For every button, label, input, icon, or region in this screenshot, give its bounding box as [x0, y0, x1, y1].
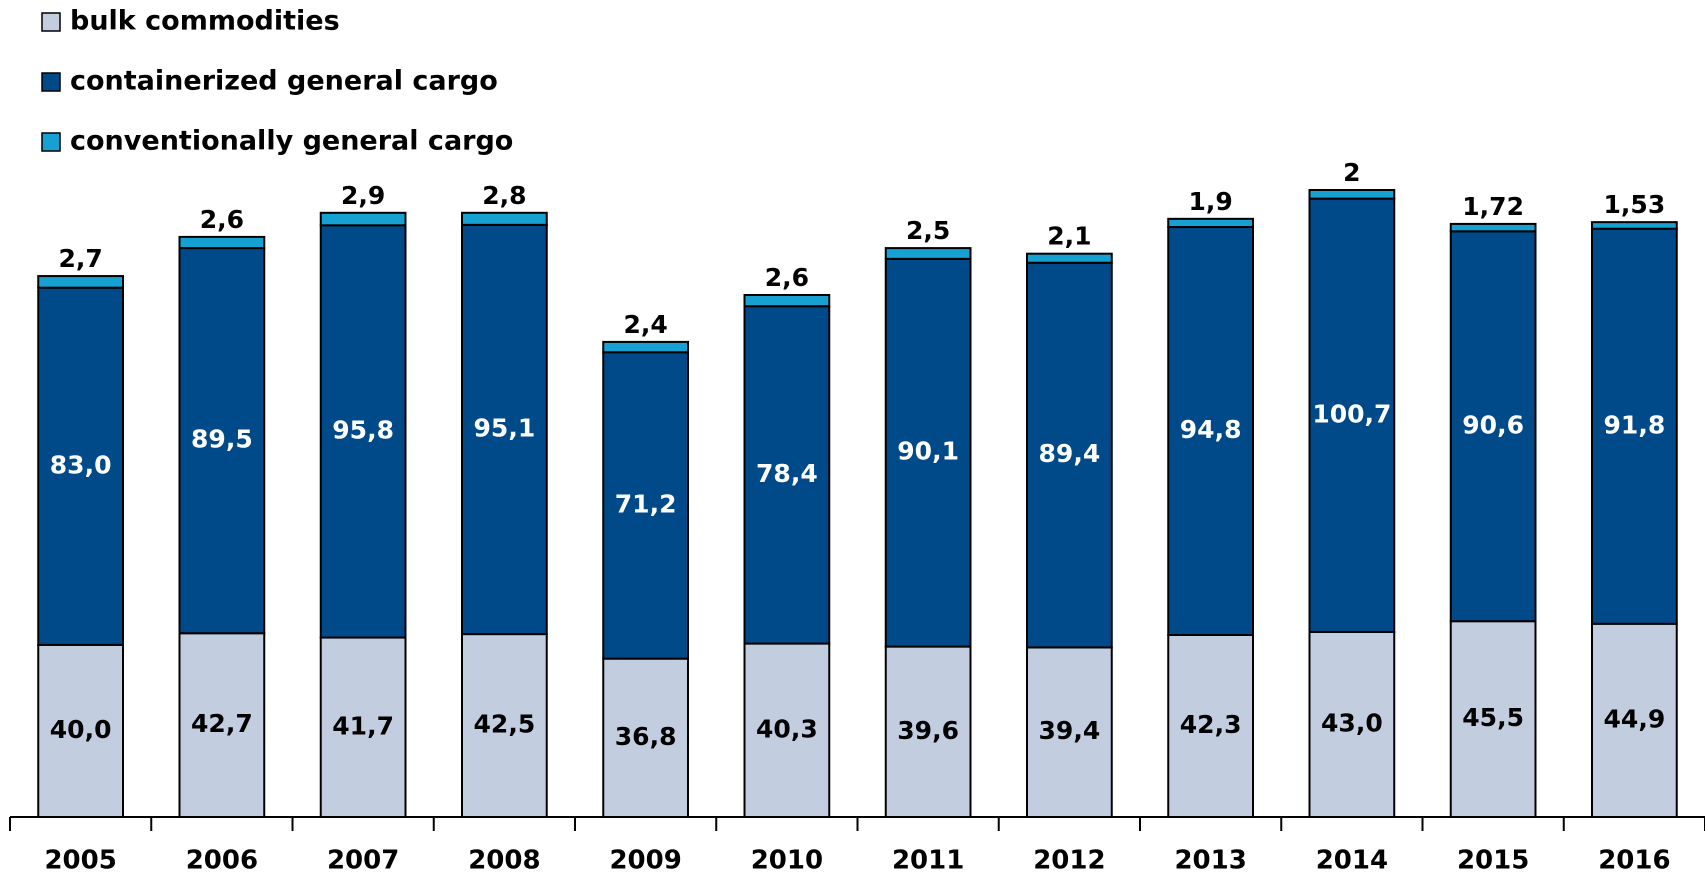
legend-label: containerized general cargo — [70, 66, 498, 97]
value-label: 100,7 — [1312, 399, 1391, 428]
bar-segment — [1591, 227, 1678, 625]
x-tick-label: 2005 — [44, 846, 116, 874]
value-label: 2,7 — [58, 244, 102, 273]
bar-segment — [1449, 230, 1537, 623]
value-label: 45,5 — [1462, 703, 1524, 732]
value-label: 78,4 — [756, 459, 818, 488]
bar-segment — [1167, 633, 1254, 818]
value-label: 2,9 — [341, 181, 385, 210]
value-label: 2,6 — [200, 205, 244, 234]
value-label: 39,4 — [1039, 716, 1101, 745]
bar-segment — [178, 632, 266, 818]
x-tick-label: 2015 — [1457, 846, 1529, 874]
bar-segment — [602, 340, 689, 354]
bar-segment — [1591, 622, 1678, 818]
bar-segment — [743, 305, 831, 645]
value-label: 42,3 — [1180, 710, 1242, 739]
x-tick-label: 2010 — [751, 846, 823, 874]
bar-segment — [37, 275, 124, 289]
value-label: 2 — [1343, 158, 1360, 187]
bar-segment — [319, 224, 407, 639]
value-label: 40,0 — [50, 715, 112, 744]
value-label: 89,4 — [1039, 439, 1101, 468]
value-label: 2,1 — [1047, 222, 1091, 251]
value-label: 71,2 — [615, 489, 677, 518]
value-label: 91,8 — [1604, 410, 1666, 439]
value-label: 36,8 — [615, 722, 677, 751]
value-label: 40,3 — [756, 714, 818, 743]
bar-segment — [1026, 252, 1113, 264]
bar-segment — [37, 643, 124, 818]
value-label: 95,1 — [474, 413, 536, 442]
bar-segment — [1308, 197, 1396, 633]
value-label: 2,5 — [906, 216, 950, 245]
bar-segment — [884, 257, 972, 648]
value-label: 2,4 — [623, 310, 667, 339]
bar-segment — [602, 351, 689, 660]
x-tick-label: 2014 — [1316, 846, 1388, 874]
bar-segment — [178, 235, 266, 250]
bar-segment — [37, 286, 124, 646]
value-label: 2,6 — [765, 263, 809, 292]
value-label: 42,7 — [191, 709, 253, 738]
bar-segment — [461, 223, 548, 636]
bar-segment — [1167, 217, 1254, 229]
legend-label: conventionally general cargo — [70, 126, 513, 157]
x-tick-label: 2012 — [1033, 846, 1105, 874]
value-label: 83,0 — [50, 450, 112, 479]
bar-segment — [1449, 620, 1537, 818]
bar-segment — [884, 645, 972, 818]
value-label: 95,8 — [332, 415, 394, 444]
bar-segment — [319, 211, 407, 227]
bar-segment — [319, 636, 407, 818]
value-label: 1,9 — [1188, 187, 1232, 216]
bar-segment — [884, 247, 972, 260]
value-label: 1,72 — [1462, 192, 1524, 221]
legend-swatch — [41, 12, 61, 32]
legend-label: bulk commodities — [70, 6, 340, 37]
legend-swatch — [41, 72, 61, 92]
bar-segment — [1308, 189, 1396, 200]
value-label: 90,6 — [1462, 410, 1524, 439]
value-label: 42,5 — [474, 710, 536, 739]
value-label: 90,1 — [897, 437, 959, 466]
bar-segment — [178, 247, 266, 635]
bar-segment — [1591, 221, 1678, 230]
bar-segment — [461, 211, 548, 226]
bar-segment — [1026, 646, 1113, 819]
value-label: 41,7 — [332, 711, 394, 740]
bar-segment — [1026, 261, 1113, 649]
bar-segment — [1167, 226, 1254, 636]
value-label: 1,53 — [1604, 190, 1666, 219]
legend-swatch — [41, 132, 61, 152]
bar-segment — [461, 633, 548, 818]
value-label: 89,5 — [191, 425, 253, 454]
x-tick-label: 2011 — [892, 846, 964, 874]
x-tick-label: 2016 — [1598, 846, 1670, 874]
value-label: 44,9 — [1604, 704, 1666, 733]
value-label: 94,8 — [1180, 415, 1242, 444]
x-tick-label: 2007 — [327, 846, 399, 874]
bar-segment — [1449, 222, 1537, 233]
x-tick-label: 2013 — [1174, 846, 1246, 874]
bar-segment — [743, 294, 831, 308]
value-label: 2,8 — [482, 181, 526, 210]
x-tick-label: 2009 — [609, 846, 681, 874]
bar-segment — [602, 657, 689, 818]
x-tick-label: 2006 — [186, 846, 258, 874]
value-label: 39,6 — [897, 716, 959, 745]
x-tick-label: 2008 — [468, 846, 540, 874]
value-label: 43,0 — [1321, 708, 1383, 737]
